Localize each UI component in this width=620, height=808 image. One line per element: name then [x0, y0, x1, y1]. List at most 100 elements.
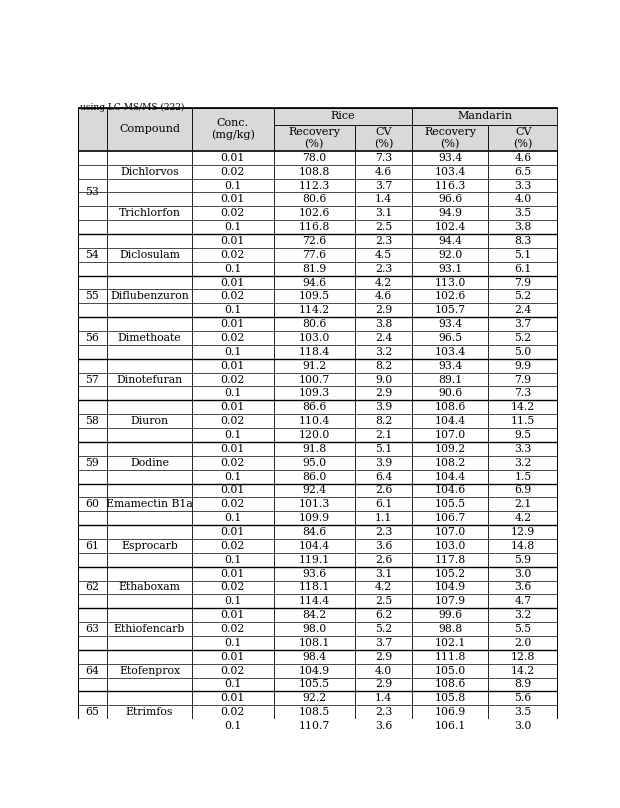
- Text: 0.02: 0.02: [221, 624, 245, 634]
- Text: 5.1: 5.1: [375, 444, 392, 454]
- Text: 116.8: 116.8: [299, 222, 330, 232]
- Text: 0.01: 0.01: [221, 569, 245, 579]
- Text: 0.1: 0.1: [224, 555, 242, 565]
- Text: 0.01: 0.01: [221, 402, 245, 412]
- Text: 0.02: 0.02: [221, 457, 245, 468]
- Bar: [78, 456, 558, 469]
- Text: 109.2: 109.2: [435, 444, 466, 454]
- Text: 0.1: 0.1: [224, 513, 242, 523]
- Text: 2.9: 2.9: [375, 389, 392, 398]
- Text: 102.4: 102.4: [435, 222, 466, 232]
- Bar: [412, 107, 558, 124]
- Text: 14.2: 14.2: [511, 666, 535, 675]
- Text: 1.1: 1.1: [375, 513, 392, 523]
- Text: 94.4: 94.4: [438, 236, 463, 246]
- Bar: [355, 124, 412, 151]
- Text: 104.9: 104.9: [435, 583, 466, 592]
- Text: 78.0: 78.0: [302, 153, 326, 162]
- Text: Dinotefuran: Dinotefuran: [117, 375, 183, 385]
- Text: 104.4: 104.4: [435, 472, 466, 482]
- Bar: [78, 262, 558, 276]
- Text: 0.01: 0.01: [221, 527, 245, 537]
- Text: 105.0: 105.0: [435, 666, 466, 675]
- Bar: [78, 511, 558, 525]
- Text: 1.5: 1.5: [515, 472, 532, 482]
- Text: 11.5: 11.5: [511, 416, 535, 426]
- Text: 0.01: 0.01: [221, 195, 245, 204]
- Text: 3.9: 3.9: [375, 457, 392, 468]
- Text: 119.1: 119.1: [299, 555, 330, 565]
- Text: 114.2: 114.2: [299, 305, 330, 315]
- Bar: [107, 107, 192, 151]
- Text: 4.2: 4.2: [375, 277, 392, 288]
- Bar: [78, 580, 558, 595]
- Text: 3.7: 3.7: [375, 638, 392, 648]
- Text: 0.02: 0.02: [221, 541, 245, 551]
- Text: 98.0: 98.0: [302, 624, 326, 634]
- Text: 3.8: 3.8: [515, 222, 532, 232]
- Text: 96.6: 96.6: [438, 195, 463, 204]
- Text: 0.01: 0.01: [221, 277, 245, 288]
- Text: 116.3: 116.3: [435, 180, 466, 191]
- Text: 94.9: 94.9: [438, 208, 463, 218]
- Text: 14.8: 14.8: [511, 541, 535, 551]
- Text: 105.5: 105.5: [299, 680, 330, 689]
- Bar: [489, 124, 558, 151]
- Text: 3.2: 3.2: [375, 347, 392, 357]
- Text: 98.4: 98.4: [302, 652, 326, 662]
- Text: 63: 63: [85, 624, 99, 634]
- Text: 93.4: 93.4: [438, 360, 463, 371]
- Text: 6.5: 6.5: [515, 166, 532, 177]
- Bar: [273, 107, 412, 124]
- Text: 6.9: 6.9: [515, 486, 532, 495]
- Text: 107.0: 107.0: [435, 430, 466, 440]
- Text: Compound: Compound: [119, 124, 180, 134]
- Text: 55: 55: [86, 292, 99, 301]
- Text: 5.2: 5.2: [515, 333, 532, 343]
- Bar: [78, 206, 558, 220]
- Text: 105.5: 105.5: [435, 499, 466, 509]
- Text: 0.01: 0.01: [221, 652, 245, 662]
- Text: 92.4: 92.4: [302, 486, 326, 495]
- Text: 104.4: 104.4: [435, 416, 466, 426]
- Text: 5.9: 5.9: [515, 555, 532, 565]
- Bar: [78, 107, 558, 151]
- Bar: [78, 318, 558, 331]
- Text: 93.4: 93.4: [438, 319, 463, 329]
- Text: 5.6: 5.6: [515, 693, 532, 703]
- Bar: [78, 553, 558, 566]
- Text: 2.3: 2.3: [375, 236, 392, 246]
- Text: 104.6: 104.6: [435, 486, 466, 495]
- Bar: [78, 192, 558, 206]
- Text: 0.02: 0.02: [221, 166, 245, 177]
- Text: 6.4: 6.4: [375, 472, 392, 482]
- Text: 59: 59: [86, 457, 99, 468]
- Text: 103.0: 103.0: [299, 333, 330, 343]
- Text: Recovery
(%): Recovery (%): [424, 127, 476, 149]
- Bar: [78, 234, 558, 248]
- Text: 62: 62: [85, 583, 99, 592]
- Text: 89.1: 89.1: [438, 375, 463, 385]
- Text: 2.5: 2.5: [375, 596, 392, 606]
- Text: 95.0: 95.0: [302, 457, 326, 468]
- Text: 5.1: 5.1: [515, 250, 532, 260]
- Text: 100.7: 100.7: [299, 375, 330, 385]
- Text: 0.1: 0.1: [224, 680, 242, 689]
- Text: 2.4: 2.4: [515, 305, 532, 315]
- Text: 114.4: 114.4: [299, 596, 330, 606]
- Text: 0.1: 0.1: [224, 389, 242, 398]
- Text: 3.2: 3.2: [515, 457, 532, 468]
- Text: 57: 57: [86, 375, 99, 385]
- Text: 0.02: 0.02: [221, 208, 245, 218]
- Text: 1.4: 1.4: [375, 195, 392, 204]
- Text: 5.0: 5.0: [515, 347, 532, 357]
- Text: 0.1: 0.1: [224, 347, 242, 357]
- Bar: [78, 400, 558, 415]
- Text: 2.9: 2.9: [375, 680, 392, 689]
- Text: 93.1: 93.1: [438, 263, 463, 274]
- Text: 72.6: 72.6: [302, 236, 326, 246]
- Text: 3.6: 3.6: [375, 541, 392, 551]
- Text: 104.4: 104.4: [299, 541, 330, 551]
- Text: 105.2: 105.2: [435, 569, 466, 579]
- Bar: [78, 179, 558, 192]
